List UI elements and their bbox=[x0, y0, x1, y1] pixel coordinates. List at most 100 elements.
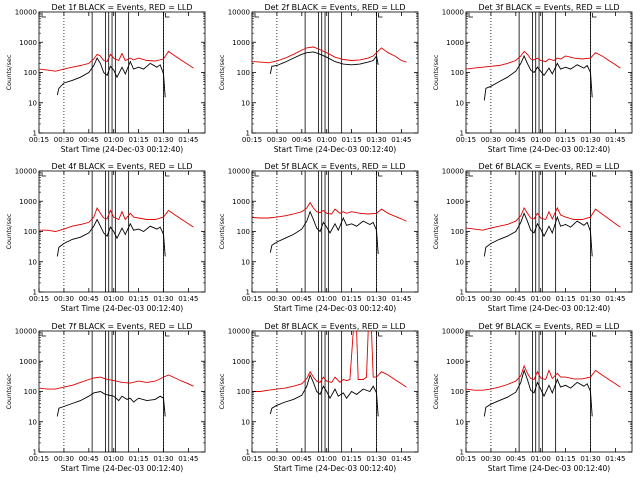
lld-series-line bbox=[252, 46, 407, 64]
y-tick-label: 10000 bbox=[442, 9, 464, 17]
y-tick-label: 1 bbox=[460, 289, 464, 297]
x-tick-label: 00:15 bbox=[242, 295, 262, 303]
x-tick-label: 01:15 bbox=[342, 295, 362, 303]
y-tick-label: 10000 bbox=[15, 328, 37, 336]
y-axis-label: Counts/sec bbox=[432, 373, 440, 409]
x-tick-label: 01:45 bbox=[391, 455, 411, 463]
plot-area bbox=[39, 331, 194, 452]
x-tick-label: 00:15 bbox=[242, 455, 262, 463]
x-tick-label: 00:15 bbox=[29, 136, 49, 144]
events-series-line bbox=[269, 51, 379, 74]
x-tick-label: 01:30 bbox=[580, 455, 600, 463]
x-tick-label: 01:00 bbox=[104, 455, 124, 463]
bracket-marker bbox=[41, 332, 170, 337]
x-tick-label: 01:30 bbox=[580, 136, 600, 144]
plot-area bbox=[466, 331, 621, 452]
chart-panel: Det 3f BLACK = Events, RED = LLD 1 10 100 10… bbox=[432, 3, 633, 154]
y-axis-label: Counts/sec bbox=[218, 373, 226, 409]
y-axis-label: Counts/sec bbox=[218, 54, 226, 90]
x-axis-label: Start Time (24-Dec-03 00:12:40) bbox=[274, 464, 396, 473]
y-tick-label: 1 bbox=[246, 449, 250, 457]
lld-series-line bbox=[252, 331, 407, 392]
bracket-marker bbox=[41, 172, 170, 177]
x-tick-label: 01:15 bbox=[129, 136, 149, 144]
x-tick-label: 01:00 bbox=[317, 295, 337, 303]
y-axis-label: Counts/sec bbox=[5, 54, 13, 90]
plot-area bbox=[39, 171, 194, 292]
x-tick-label: 01:15 bbox=[129, 295, 149, 303]
y-tick-label: 10 bbox=[28, 258, 37, 266]
chart-panel: Det 2f BLACK = Events, RED = LLD 1 10 100 10… bbox=[218, 3, 419, 154]
y-tick-label: 100 bbox=[237, 228, 250, 236]
y-tick-label: 10000 bbox=[228, 328, 250, 336]
y-tick-label: 1 bbox=[246, 289, 250, 297]
x-tick-label: 01:00 bbox=[317, 136, 337, 144]
y-tick-label: 100 bbox=[24, 388, 37, 396]
y-tick-label: 10000 bbox=[228, 168, 250, 176]
x-tick-label: 00:30 bbox=[54, 136, 74, 144]
x-axis-label: Start Time (24-Dec-03 00:12:40) bbox=[61, 304, 183, 313]
x-tick-label: 00:45 bbox=[79, 455, 99, 463]
y-tick-label: 1 bbox=[33, 130, 37, 138]
lld-series-line bbox=[466, 206, 621, 231]
x-axis-label: Start Time (24-Dec-03 00:12:40) bbox=[61, 145, 183, 154]
x-tick-label: 01:00 bbox=[531, 455, 551, 463]
events-series-line bbox=[483, 54, 593, 101]
y-tick-label: 1 bbox=[460, 449, 464, 457]
y-tick-label: 1000 bbox=[232, 39, 250, 47]
x-tick-label: 01:30 bbox=[153, 455, 173, 463]
x-tick-label: 01:45 bbox=[178, 295, 198, 303]
events-series-line bbox=[56, 218, 166, 257]
x-tick-label: 00:15 bbox=[456, 455, 476, 463]
bracket-marker bbox=[254, 332, 383, 337]
chart-title: Det 8f BLACK = Events, RED = LLD bbox=[264, 322, 405, 331]
plot-area bbox=[39, 12, 194, 133]
x-tick-label: 01:30 bbox=[366, 295, 386, 303]
y-tick-label: 10000 bbox=[15, 9, 37, 17]
events-series-line bbox=[269, 210, 379, 255]
x-tick-label: 01:15 bbox=[556, 136, 576, 144]
x-tick-label: 01:45 bbox=[391, 295, 411, 303]
x-tick-label: 00:30 bbox=[267, 136, 287, 144]
x-tick-label: 01:30 bbox=[153, 136, 173, 144]
y-tick-label: 100 bbox=[237, 388, 250, 396]
x-tick-label: 01:30 bbox=[366, 136, 386, 144]
chart-panel: Det 5f BLACK = Events, RED = LLD 1 10 100 10… bbox=[218, 162, 419, 313]
y-tick-label: 10 bbox=[455, 418, 464, 426]
y-tick-label: 10000 bbox=[442, 168, 464, 176]
x-axis-label: Start Time (24-Dec-03 00:12:40) bbox=[61, 464, 183, 473]
y-tick-label: 10 bbox=[455, 99, 464, 107]
chart-title: Det 5f BLACK = Events, RED = LLD bbox=[264, 162, 405, 171]
y-tick-label: 10 bbox=[241, 418, 250, 426]
lld-series-line bbox=[39, 50, 194, 72]
x-axis-label: Start Time (24-Dec-03 00:12:40) bbox=[488, 304, 610, 313]
x-tick-label: 01:45 bbox=[605, 136, 625, 144]
y-tick-label: 10 bbox=[28, 418, 37, 426]
x-tick-label: 00:15 bbox=[242, 136, 262, 144]
x-tick-label: 01:30 bbox=[580, 295, 600, 303]
y-tick-label: 10000 bbox=[15, 168, 37, 176]
x-tick-label: 00:45 bbox=[506, 295, 526, 303]
chart-title: Det 4f BLACK = Events, RED = LLD bbox=[51, 162, 192, 171]
x-tick-label: 01:30 bbox=[366, 455, 386, 463]
chart-title: Det 7f BLACK = Events, RED = LLD bbox=[51, 322, 192, 331]
y-tick-label: 1000 bbox=[446, 198, 464, 206]
events-series-line bbox=[56, 57, 166, 98]
lld-series-line bbox=[252, 201, 407, 222]
y-tick-label: 100 bbox=[237, 69, 250, 77]
y-tick-label: 100 bbox=[24, 228, 37, 236]
y-tick-label: 1 bbox=[33, 289, 37, 297]
x-tick-label: 00:45 bbox=[79, 295, 99, 303]
y-tick-label: 1000 bbox=[446, 358, 464, 366]
x-tick-label: 00:30 bbox=[481, 455, 501, 463]
plot-area bbox=[466, 12, 621, 133]
y-axis-label: Counts/sec bbox=[218, 213, 226, 249]
x-tick-label: 01:45 bbox=[178, 136, 198, 144]
x-tick-label: 01:00 bbox=[104, 295, 124, 303]
chart-title: Det 3f BLACK = Events, RED = LLD bbox=[478, 3, 619, 12]
y-tick-label: 1000 bbox=[232, 358, 250, 366]
x-tick-label: 00:30 bbox=[481, 136, 501, 144]
y-axis-label: Counts/sec bbox=[432, 213, 440, 249]
x-tick-label: 01:15 bbox=[129, 455, 149, 463]
lld-series-line bbox=[39, 206, 194, 232]
